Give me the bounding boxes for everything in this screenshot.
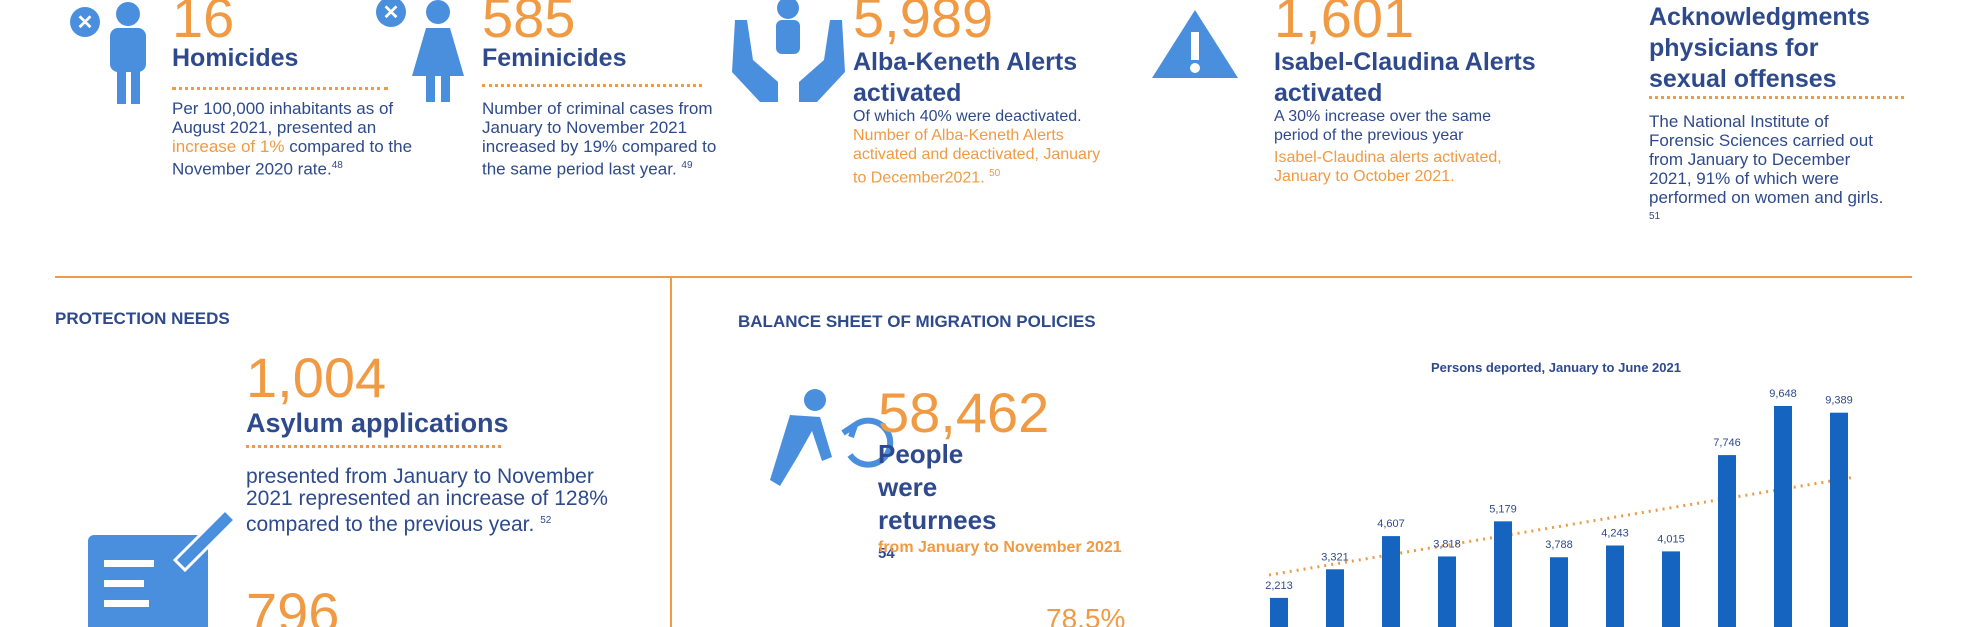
bar: [1326, 569, 1344, 627]
decoration: [116, 2, 140, 26]
decoration: [770, 415, 832, 486]
decoration: [412, 28, 464, 76]
bar: [1606, 545, 1624, 627]
stat-title: Asylum applications: [246, 408, 509, 438]
stat-title: Feminicides: [482, 44, 627, 72]
text: presented from January to November 2021 …: [246, 465, 608, 536]
stat-text: Number of criminal cases from January to…: [482, 99, 727, 179]
stat-value: 585: [482, 0, 576, 49]
trend-line: [1268, 475, 1856, 577]
decoration: [1190, 63, 1200, 73]
decoration: [804, 389, 826, 411]
stat-title: Isabel-Claudina Alerts activated: [1274, 48, 1536, 107]
stat-text: Per 100,000 inhabitants as of August 202…: [172, 99, 422, 179]
decoration: [172, 507, 238, 573]
decoration: [1649, 96, 1904, 99]
value-label: 3,818: [1433, 538, 1461, 550]
bar-chart: Persons deported, January to June 2021 2…: [1265, 360, 1856, 627]
bar: [1718, 455, 1736, 627]
stat-title: Alba-Keneth Alerts activated: [853, 48, 1078, 107]
decoration: [841, 417, 894, 468]
subtitle: from January to November 2021: [878, 539, 1122, 556]
decoration: [104, 600, 149, 607]
stat-title: Homicides: [172, 44, 299, 72]
stat-title: People were returnees 54: [878, 438, 1003, 576]
decoration: [131, 60, 140, 104]
text: Of which 40% were deactivated.: [853, 108, 1082, 125]
note: 49: [681, 160, 693, 171]
bar: [1774, 406, 1792, 627]
section-heading: PROTECTION NEEDS: [55, 309, 230, 328]
decoration: [246, 445, 501, 448]
highlight: Isabel-Claudina alerts activated, Januar…: [1274, 149, 1502, 185]
decoration: [732, 20, 778, 102]
text: Per 100,000 inhabitants as of August 202…: [172, 99, 394, 137]
decoration: [777, 0, 799, 19]
stat-text: presented from January to November 2021 …: [246, 466, 626, 536]
decoration: [426, 72, 435, 102]
text: Number of criminal cases from January to…: [482, 99, 717, 179]
text: compared to the November 2020 rate.: [172, 137, 413, 179]
stat-value: 58,462: [878, 381, 1050, 444]
note: 50: [989, 168, 1001, 179]
bar: [1270, 597, 1288, 627]
bar: [1438, 556, 1456, 627]
bar: [1830, 412, 1848, 627]
highlight: Number of Alba-Keneth Alerts activated a…: [853, 127, 1101, 187]
decoration: ✕ ✕: [77, 2, 1200, 607]
value-label: 9,648: [1769, 388, 1797, 400]
value-label: 4,243: [1601, 527, 1629, 539]
decoration: [441, 72, 450, 102]
stat-value: 796: [246, 581, 340, 627]
stat-title: Acknowledgments physicians for sexual of…: [1649, 3, 1870, 93]
value-label: 4,015: [1657, 533, 1685, 545]
decoration: [117, 60, 126, 104]
note: 51: [1649, 211, 1661, 222]
value-label: 5,179: [1489, 503, 1517, 515]
stat-value: 16: [172, 0, 235, 49]
decoration: [799, 20, 845, 102]
decoration: [172, 87, 388, 90]
stat-text: A 30% increase over the same period of t…: [1274, 107, 1514, 186]
decoration: [70, 7, 100, 37]
highlight: increase of 1%: [172, 137, 285, 156]
stat-value: 1,601: [1274, 0, 1415, 49]
value-label: 3,788: [1545, 539, 1573, 551]
decoration: [110, 28, 146, 72]
decoration: [70, 0, 1238, 627]
stat-value: 1,004: [246, 346, 387, 409]
value-label: 7,746: [1713, 437, 1741, 449]
bar: [1662, 551, 1680, 627]
note: 52: [540, 515, 552, 526]
decoration: ✕: [77, 12, 94, 34]
text: A 30% increase over the same period of t…: [1274, 108, 1492, 144]
stat-value: 78.5%: [1046, 603, 1126, 627]
decoration: [104, 560, 154, 567]
decoration: [104, 580, 144, 587]
text: The National Institute of Forensic Scien…: [1649, 112, 1884, 207]
chart-title: Persons deported, January to June 2021: [1431, 360, 1681, 375]
decoration: ✕: [383, 2, 400, 24]
value-label: 2,213: [1265, 580, 1293, 592]
stat-text: Of which 40% were deactivated. Number of …: [853, 107, 1103, 187]
decoration: [426, 0, 450, 24]
decoration: [376, 0, 406, 27]
decoration: [776, 20, 800, 54]
bar: [1494, 521, 1512, 627]
value-label: 4,607: [1377, 518, 1405, 530]
stat-text: The National Institute of Forensic Scien…: [1649, 112, 1894, 230]
stat-value: 5,989: [853, 0, 994, 49]
section-heading: BALANCE SHEET OF MIGRATION POLICIES: [738, 312, 1096, 331]
note: 54: [878, 545, 895, 562]
text: People were returnees: [878, 439, 997, 535]
value-label: 9,389: [1825, 395, 1853, 407]
note: 48: [331, 160, 343, 171]
decoration: [482, 84, 702, 87]
bar: [1382, 536, 1400, 627]
value-label: 3,321: [1321, 551, 1349, 563]
bar: [1550, 557, 1568, 627]
decoration: [1191, 32, 1199, 60]
